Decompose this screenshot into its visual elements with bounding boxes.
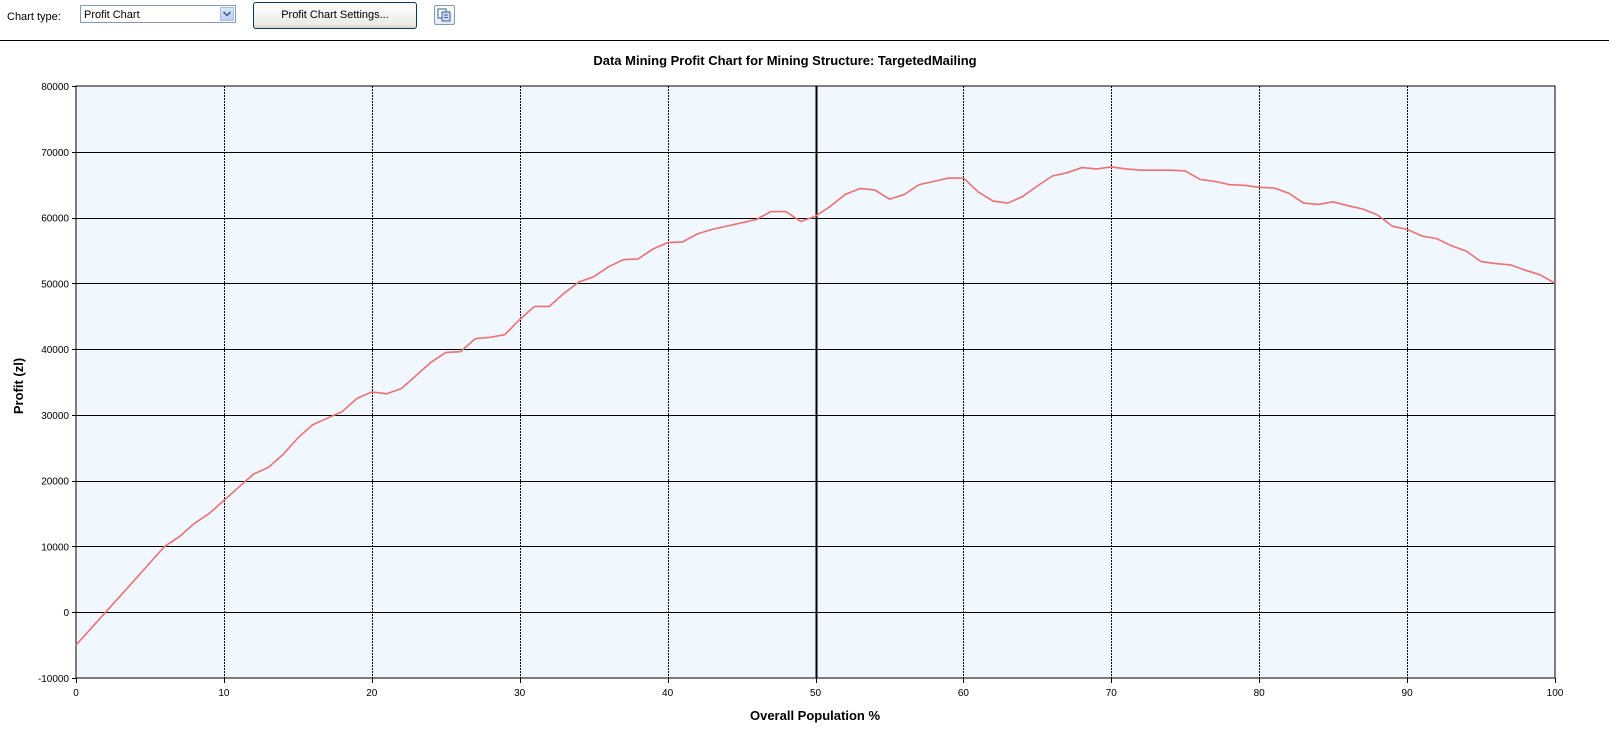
y-tick-label: 30000: [41, 411, 69, 422]
chart-type-value: Profit Chart: [84, 9, 140, 21]
y-tick-label: 20000: [41, 477, 69, 488]
x-tick-label: 20: [366, 688, 378, 699]
x-tick-label: 60: [958, 688, 970, 699]
x-tick-label: 70: [1106, 688, 1118, 699]
copy-chart-button[interactable]: [434, 5, 455, 25]
y-tick-label: 70000: [41, 148, 69, 159]
y-tick-label: 0: [63, 608, 69, 619]
y-tick-label: 10000: [41, 542, 69, 553]
copy-to-clipboard-icon: [437, 8, 451, 22]
x-axis-ticks: 0 10 20 30 40 50 60 70 80 90 100: [73, 678, 1564, 699]
x-tick-label: 10: [218, 688, 230, 699]
profit-chart: Data Mining Profit Chart for Mining Stru…: [11, 53, 1564, 723]
profit-series-line: [75, 166, 1556, 646]
y-tick-label: 60000: [41, 214, 69, 225]
x-tick-label: 40: [662, 688, 674, 699]
x-tick-label: 50: [810, 688, 822, 699]
x-tick-label: 0: [73, 688, 79, 699]
x-tick-label: 30: [514, 688, 526, 699]
grid-lines: [76, 86, 1555, 678]
profit-chart-settings-button[interactable]: Profit Chart Settings...: [253, 2, 417, 29]
y-tick-label: 80000: [41, 82, 69, 93]
y-tick-label: 50000: [41, 279, 69, 290]
y-tick-label: 40000: [41, 345, 69, 356]
chevron-down-icon[interactable]: [220, 7, 234, 21]
chart-type-label: Chart type:: [7, 11, 61, 23]
toolbar-divider: [0, 40, 1609, 41]
x-tick-label: 100: [1547, 688, 1564, 699]
y-axis-label: Profit (zl): [11, 358, 26, 414]
chart-toolbar: Chart type: Profit Chart Profit Chart Se…: [0, 0, 1609, 40]
x-tick-label: 80: [1254, 688, 1266, 699]
chart-type-dropdown[interactable]: Profit Chart: [80, 5, 236, 23]
y-axis-ticks: 80000 70000 60000 50000 40000 30000 20000 10000…: [38, 82, 76, 685]
chart-title: Data Mining Profit Chart for Mining Stru…: [593, 53, 976, 68]
x-tick-label: 90: [1402, 688, 1414, 699]
x-axis-label: Overall Population %: [750, 708, 880, 723]
y-tick-label: -10000: [38, 674, 70, 685]
